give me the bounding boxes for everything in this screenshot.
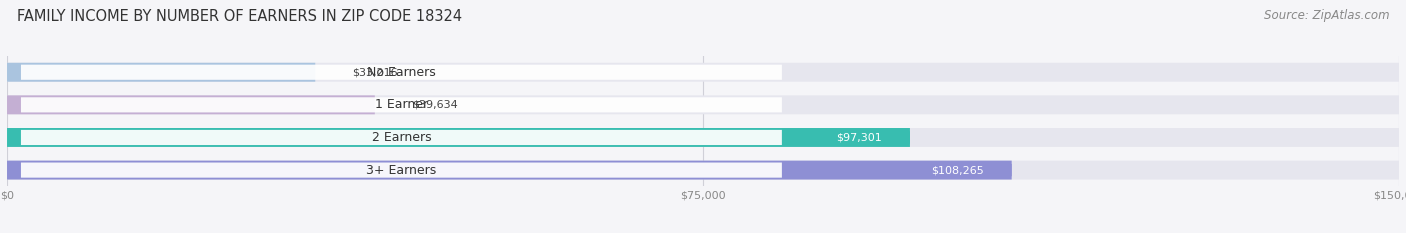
- Text: Source: ZipAtlas.com: Source: ZipAtlas.com: [1264, 9, 1389, 22]
- Text: $108,265: $108,265: [931, 165, 984, 175]
- Text: $97,301: $97,301: [837, 133, 882, 142]
- FancyBboxPatch shape: [7, 63, 1399, 82]
- FancyBboxPatch shape: [7, 95, 1399, 114]
- FancyBboxPatch shape: [7, 161, 1012, 180]
- FancyBboxPatch shape: [21, 130, 782, 145]
- FancyBboxPatch shape: [7, 63, 315, 82]
- FancyBboxPatch shape: [7, 128, 1399, 147]
- Text: $33,216: $33,216: [353, 67, 398, 77]
- FancyBboxPatch shape: [436, 164, 1012, 176]
- FancyBboxPatch shape: [335, 131, 910, 144]
- FancyBboxPatch shape: [7, 95, 375, 114]
- Text: 3+ Earners: 3+ Earners: [367, 164, 436, 177]
- Text: 2 Earners: 2 Earners: [371, 131, 432, 144]
- FancyBboxPatch shape: [7, 128, 910, 147]
- FancyBboxPatch shape: [21, 97, 782, 112]
- Text: 1 Earner: 1 Earner: [375, 98, 427, 111]
- FancyBboxPatch shape: [21, 65, 782, 80]
- FancyBboxPatch shape: [21, 163, 782, 178]
- Text: FAMILY INCOME BY NUMBER OF EARNERS IN ZIP CODE 18324: FAMILY INCOME BY NUMBER OF EARNERS IN ZI…: [17, 9, 463, 24]
- Text: No Earners: No Earners: [367, 66, 436, 79]
- FancyBboxPatch shape: [7, 161, 1399, 180]
- Text: $39,634: $39,634: [412, 100, 458, 110]
